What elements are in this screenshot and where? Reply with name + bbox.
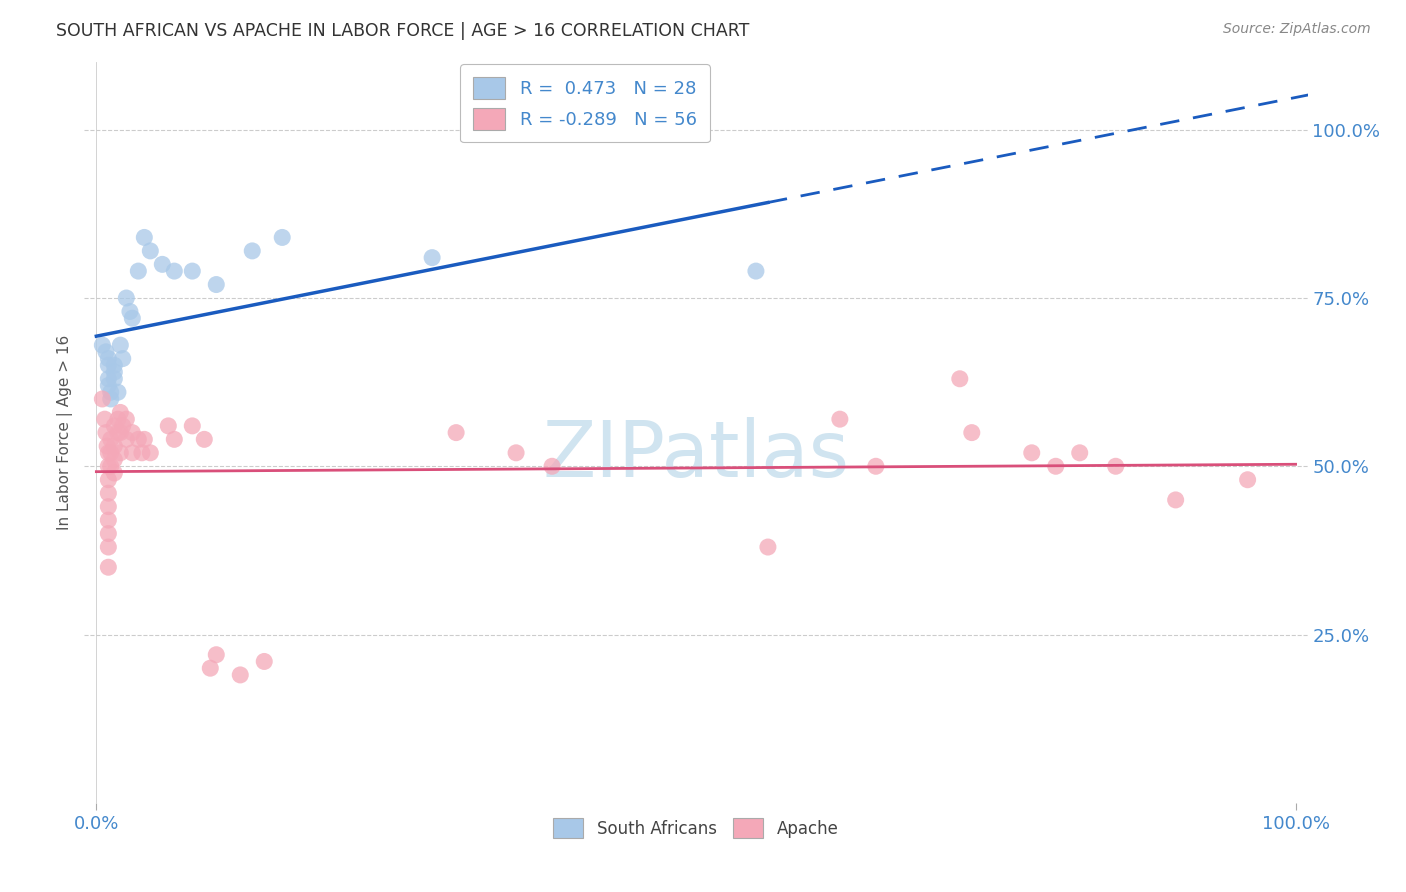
Point: [121, 311, 143, 326]
Point: [541, 459, 564, 474]
Point: [118, 304, 141, 318]
Point: [193, 433, 215, 447]
Point: [110, 405, 132, 419]
Point: [96, 439, 118, 453]
Point: [100, 459, 122, 474]
Point: [181, 418, 204, 433]
Point: [1045, 459, 1067, 474]
Point: [97, 500, 120, 514]
Point: [107, 412, 129, 426]
Point: [97, 378, 120, 392]
Point: [110, 425, 132, 440]
Point: [745, 264, 768, 278]
Point: [94, 344, 117, 359]
Point: [229, 668, 252, 682]
Point: [91, 338, 114, 352]
Point: [134, 433, 156, 447]
Point: [163, 264, 186, 278]
Point: [960, 425, 983, 440]
Point: [157, 418, 180, 433]
Point: [97, 473, 120, 487]
Point: [115, 412, 138, 426]
Point: [115, 291, 138, 305]
Point: [110, 338, 132, 352]
Point: [1164, 492, 1187, 507]
Point: [756, 540, 779, 554]
Point: [107, 385, 129, 400]
Point: [865, 459, 887, 474]
Point: [127, 433, 149, 447]
Point: [97, 540, 120, 554]
Text: ZIPatlas: ZIPatlas: [543, 417, 849, 493]
Point: [100, 385, 122, 400]
Point: [163, 433, 186, 447]
Point: [97, 446, 120, 460]
Y-axis label: In Labor Force | Age > 16: In Labor Force | Age > 16: [58, 335, 73, 530]
Point: [103, 418, 125, 433]
Text: Source: ZipAtlas.com: Source: ZipAtlas.com: [1223, 22, 1371, 37]
Point: [949, 372, 972, 386]
Point: [131, 446, 153, 460]
Point: [100, 433, 122, 447]
Point: [139, 446, 162, 460]
Legend: South Africans, Apache: South Africans, Apache: [541, 806, 851, 850]
Point: [103, 365, 125, 379]
Point: [121, 446, 143, 460]
Point: [97, 372, 120, 386]
Point: [200, 661, 222, 675]
Point: [97, 459, 120, 474]
Point: [205, 648, 228, 662]
Point: [139, 244, 162, 258]
Point: [1069, 446, 1091, 460]
Point: [150, 257, 173, 271]
Point: [97, 560, 120, 574]
Point: [1105, 459, 1128, 474]
Point: [97, 486, 120, 500]
Point: [97, 526, 120, 541]
Point: [181, 264, 204, 278]
Point: [271, 230, 294, 244]
Point: [103, 372, 125, 386]
Point: [94, 425, 117, 440]
Point: [1021, 446, 1043, 460]
Point: [111, 351, 134, 366]
Point: [127, 264, 149, 278]
Point: [1236, 473, 1258, 487]
Point: [420, 251, 443, 265]
Point: [505, 446, 527, 460]
Point: [97, 351, 120, 366]
Point: [103, 452, 125, 467]
Point: [103, 466, 125, 480]
Point: [444, 425, 467, 440]
Point: [111, 418, 134, 433]
Point: [134, 230, 156, 244]
Point: [107, 425, 129, 440]
Point: [240, 244, 263, 258]
Point: [100, 446, 122, 460]
Point: [205, 277, 228, 292]
Point: [93, 412, 117, 426]
Point: [828, 412, 851, 426]
Point: [253, 655, 276, 669]
Point: [100, 392, 122, 406]
Point: [103, 359, 125, 373]
Point: [97, 513, 120, 527]
Point: [110, 446, 132, 460]
Point: [115, 433, 138, 447]
Point: [103, 439, 125, 453]
Point: [97, 359, 120, 373]
Point: [121, 425, 143, 440]
Text: SOUTH AFRICAN VS APACHE IN LABOR FORCE | AGE > 16 CORRELATION CHART: SOUTH AFRICAN VS APACHE IN LABOR FORCE |…: [56, 22, 749, 40]
Point: [91, 392, 114, 406]
